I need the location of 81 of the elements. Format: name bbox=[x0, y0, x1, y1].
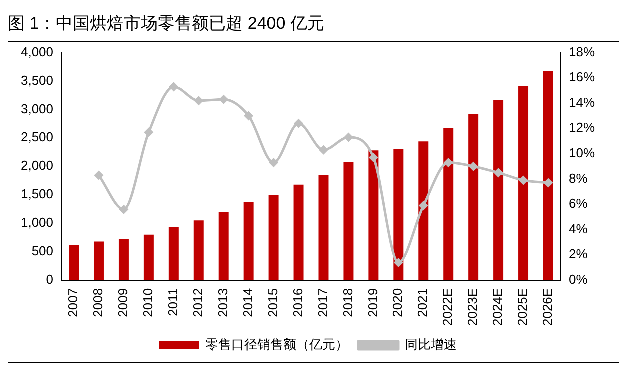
bar bbox=[168, 227, 179, 280]
legend-label: 同比增速 bbox=[405, 337, 457, 352]
y2-tick-label: 6% bbox=[568, 196, 588, 212]
bar bbox=[468, 114, 479, 280]
x-tick-label: 2016 bbox=[290, 288, 306, 318]
x-tick-label: 2013 bbox=[215, 288, 230, 318]
point bbox=[319, 146, 328, 154]
x-tick-label: 2019 bbox=[365, 288, 380, 318]
y2-tick-label: 0% bbox=[568, 272, 588, 287]
point bbox=[369, 154, 378, 162]
point bbox=[120, 205, 128, 214]
y2-tick-label: 10% bbox=[568, 146, 596, 161]
x-tick-label: 2014 bbox=[240, 288, 256, 318]
point bbox=[94, 171, 104, 180]
x-tick-label: 2011 bbox=[165, 288, 180, 316]
point bbox=[394, 258, 403, 267]
point bbox=[220, 95, 228, 104]
point bbox=[519, 176, 528, 185]
x-tick-label: 2017 bbox=[315, 288, 330, 318]
x-tick-label: 2023E bbox=[465, 288, 480, 326]
x-tick-label: 2010 bbox=[140, 288, 156, 318]
bar bbox=[268, 195, 279, 280]
bar bbox=[118, 239, 129, 280]
point bbox=[244, 112, 254, 120]
bar bbox=[344, 162, 354, 280]
x-tick-label: 2020 bbox=[390, 288, 406, 318]
y-tick-label: 0 bbox=[46, 272, 54, 287]
legend-label: 零售口径销售额（亿元） bbox=[206, 337, 348, 352]
point bbox=[194, 96, 204, 106]
bar bbox=[244, 202, 254, 280]
x-tick-label: 2021 bbox=[415, 288, 430, 318]
x-tick-label: 2018 bbox=[340, 288, 356, 318]
bar bbox=[368, 150, 379, 280]
y-tick-label: 3,000 bbox=[20, 101, 54, 116]
point bbox=[144, 128, 154, 137]
y-tick-label: 2,000 bbox=[20, 158, 54, 174]
x-tick-label: 2009 bbox=[116, 288, 131, 318]
point bbox=[494, 168, 503, 178]
point bbox=[469, 162, 478, 171]
bar bbox=[194, 220, 204, 280]
point bbox=[270, 158, 278, 168]
bar bbox=[144, 234, 154, 280]
point bbox=[170, 82, 178, 92]
y2-tick-label: 16% bbox=[568, 70, 596, 85]
bar bbox=[544, 71, 554, 280]
y-tick-label: 1,000 bbox=[20, 215, 54, 230]
bar bbox=[394, 148, 404, 280]
y-tick-label: 2,500 bbox=[20, 130, 54, 145]
bar bbox=[418, 142, 429, 280]
bar bbox=[518, 86, 529, 280]
y-tick-label: 4,000 bbox=[20, 44, 54, 60]
point bbox=[444, 158, 453, 168]
bar bbox=[94, 242, 104, 280]
y-tick-label: 1,500 bbox=[20, 186, 54, 202]
x-tick-label: 2008 bbox=[90, 288, 106, 318]
point bbox=[294, 119, 304, 128]
bar bbox=[294, 184, 304, 280]
bar bbox=[494, 100, 504, 280]
x-tick-label: 2015 bbox=[265, 288, 280, 318]
bar bbox=[444, 128, 454, 280]
y2-tick-label: 2% bbox=[568, 246, 588, 262]
y-tick-label: 500 bbox=[32, 244, 54, 259]
y2-tick-label: 18% bbox=[568, 44, 596, 60]
chart-title: 图 1：中国烘焙市场零售额已超 2400 亿元 bbox=[8, 13, 326, 35]
x-tick-label: 2022E bbox=[440, 288, 456, 326]
x-tick-label: 2024E bbox=[490, 288, 506, 326]
y2-tick-label: 14% bbox=[568, 94, 596, 110]
bar bbox=[318, 175, 329, 280]
x-tick-label: 2007 bbox=[66, 288, 81, 318]
point bbox=[419, 202, 428, 210]
y2-tick-label: 4% bbox=[568, 221, 588, 236]
x-tick-label: 2012 bbox=[190, 288, 206, 318]
point bbox=[544, 178, 553, 188]
x-tick-label: 2026E bbox=[540, 288, 556, 326]
y-tick-label: 3,500 bbox=[20, 72, 54, 88]
point bbox=[344, 133, 353, 142]
x-tick-label: 2025E bbox=[515, 288, 530, 326]
y2-tick-label: 8% bbox=[568, 170, 588, 186]
bar bbox=[218, 212, 229, 280]
bar bbox=[69, 245, 80, 280]
y2-tick-label: 12% bbox=[568, 120, 596, 136]
